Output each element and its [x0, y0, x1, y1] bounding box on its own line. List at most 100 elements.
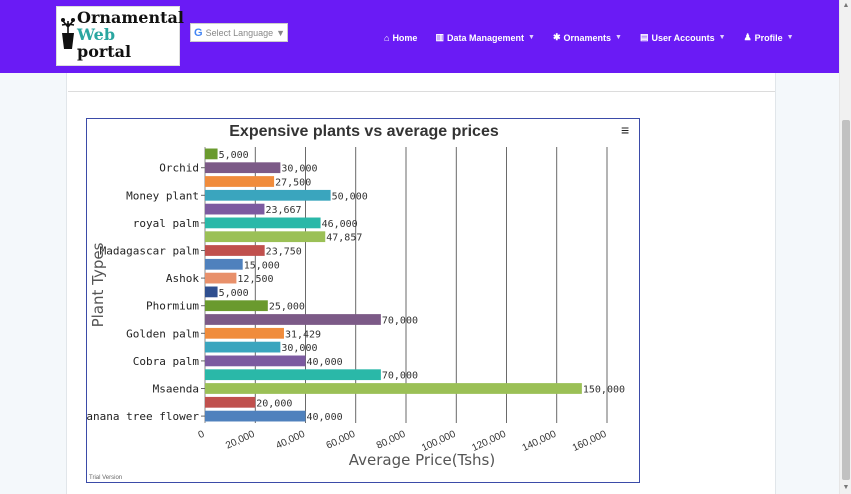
x-tick-label: 20,000 [224, 429, 257, 452]
scroll-down-arrow-icon[interactable]: ▼ [842, 484, 850, 491]
x-tick-label: 160,000 [571, 429, 609, 454]
category-label: Cobra palm [133, 355, 200, 368]
chart-svg: 0 20,000 40,000 60,000 80,000 100,000 120,000 1… [87, 123, 625, 481]
gear-icon: ✱ [552, 32, 561, 42]
bar [205, 327, 284, 339]
google-g-icon: G [194, 26, 203, 39]
nav-profile-label: Profile [754, 32, 783, 43]
scrollbar-thumb[interactable] [842, 120, 850, 480]
right-gutter [775, 73, 839, 494]
bar-data-label: 46,000 [322, 219, 358, 230]
nav-profile[interactable]: ♟ Profile ▼ [744, 32, 794, 43]
nav-user-accounts-label: User Accounts [651, 32, 715, 43]
vertical-scrollbar[interactable]: ▲ ▼ [839, 0, 851, 494]
top-navbar: Ornamental Web portal G Select Language … [0, 0, 839, 73]
home-icon: ⌂ [384, 32, 390, 43]
x-tick-label: 40,000 [274, 429, 307, 452]
logo-line-web: Web [77, 25, 116, 44]
y-axis-title: Plant Types [89, 242, 107, 327]
bar [205, 300, 268, 312]
bar-data-label: 23,667 [265, 205, 301, 216]
bar-data-label: 23,750 [266, 247, 302, 258]
bar [205, 203, 265, 215]
nav-user-accounts[interactable]: ▤ User Accounts ▼ [640, 32, 726, 43]
category-label: Ashok [166, 272, 199, 285]
nav-home-label: Home [392, 32, 418, 43]
category-label: Banana tree flower [87, 410, 199, 423]
bar [205, 231, 326, 243]
dropdown-arrow-icon: ▼ [276, 27, 286, 38]
caret-down-icon: ▼ [718, 34, 726, 41]
bar [205, 272, 237, 284]
bar-data-label: 40,000 [307, 412, 343, 423]
bar-data-label: 40,000 [307, 357, 343, 368]
bar-data-label: 50,000 [332, 191, 368, 202]
bar-data-label: 20,000 [256, 398, 292, 409]
logo-text: Ornamental Web portal [77, 9, 184, 60]
bar [205, 217, 321, 229]
bar [205, 383, 582, 394]
list-icon: ▤ [639, 32, 649, 42]
bar-data-label: 47,857 [326, 233, 362, 244]
user-icon: ♟ [743, 32, 752, 42]
category-label: Money plant [126, 189, 199, 202]
plant-pot-icon [61, 18, 75, 49]
caret-down-icon: ▼ [615, 34, 622, 41]
x-axis-title: Average Price(Tshs) [349, 451, 495, 469]
bar [205, 341, 281, 353]
caret-down-icon: ▼ [528, 34, 535, 41]
bar [205, 176, 275, 187]
chart-title: Expensive plants vs average prices [229, 123, 499, 140]
bar-data-label: 27,500 [275, 178, 311, 189]
caret-down-icon: ▼ [786, 34, 794, 41]
nav-data-management-label: Data Management [446, 32, 524, 43]
category-label: Msaenda [153, 383, 199, 396]
site-logo[interactable]: Ornamental Web portal [56, 6, 184, 66]
category-label: Phormium [146, 300, 199, 313]
x-tick-label: 140,000 [521, 429, 559, 454]
bar-data-label: 25,000 [269, 302, 305, 313]
logo-line-ornamental: Ornamental [77, 8, 184, 27]
bar [205, 369, 381, 381]
x-tick-label: 60,000 [325, 429, 358, 452]
category-label: Madagascar palm [100, 245, 200, 258]
bar [205, 162, 281, 174]
bar [205, 258, 243, 270]
bar [205, 410, 306, 422]
bar-data-label: 150,000 [583, 385, 625, 396]
bar-data-label: 15,000 [244, 260, 280, 271]
bar [205, 314, 381, 325]
logo-line-portal: portal [77, 42, 132, 61]
bar [205, 245, 265, 256]
category-label: Orchid [159, 162, 199, 175]
category-label: Golden palm [126, 327, 199, 340]
language-select-label: Select Language [205, 27, 274, 38]
nav-ornaments-label: Ornaments [563, 32, 611, 43]
bar-data-label: 30,000 [281, 164, 317, 175]
scroll-up-arrow-icon[interactable]: ▲ [842, 2, 850, 9]
bar-data-label: 31,429 [285, 329, 321, 340]
trial-version-watermark: Trial Version [89, 475, 122, 481]
nav-ornaments[interactable]: ✱ Ornaments ▼ [553, 32, 622, 43]
bar-data-label: 70,000 [382, 371, 418, 382]
bar [205, 286, 218, 298]
bar-data-label: 30,000 [281, 343, 317, 354]
bar-data-label: 12,500 [237, 274, 273, 285]
language-select[interactable]: G Select Language ▼ [190, 23, 288, 42]
bar [205, 189, 331, 201]
hamburger-menu-icon[interactable]: ≡ [621, 122, 630, 138]
nav-data-management[interactable]: ▥ Data Management ▼ [435, 32, 534, 43]
category-label: royal palm [133, 217, 200, 230]
main-nav: ⌂ Home ▥ Data Management ▼ ✱ Ornaments ▼… [384, 32, 812, 43]
left-gutter [0, 73, 67, 494]
bar-chart-icon: ▥ [435, 32, 444, 42]
nav-home[interactable]: ⌂ Home [384, 33, 417, 43]
bar-data-label: 5,000 [219, 150, 249, 161]
x-tick-label: 80,000 [375, 429, 408, 452]
bar [205, 396, 256, 408]
bar [205, 148, 218, 160]
content-divider [68, 91, 775, 92]
bar [205, 355, 306, 367]
bar-data-label: 5,000 [219, 288, 249, 299]
price-chart: 0 20,000 40,000 60,000 80,000 100,000 120,000 1… [86, 118, 640, 483]
